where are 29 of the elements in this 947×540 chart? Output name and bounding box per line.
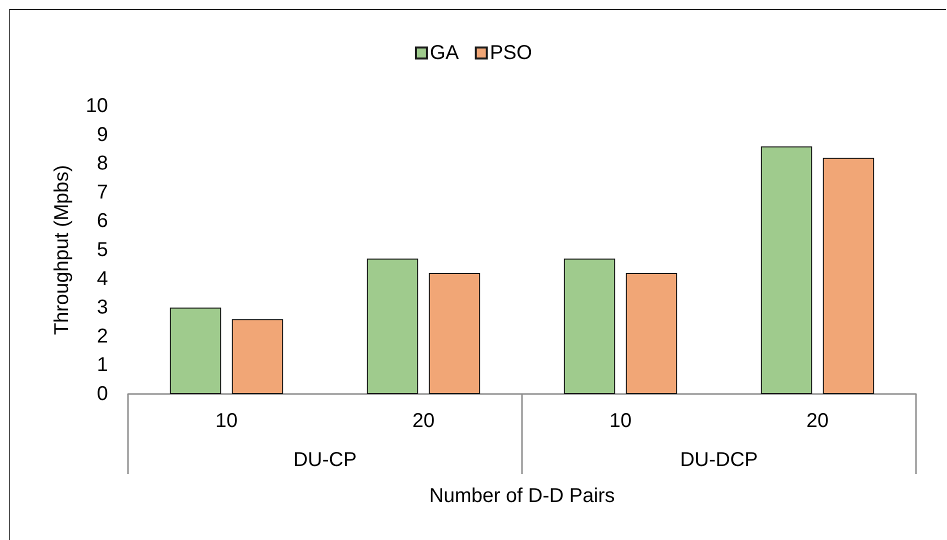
bar <box>822 158 874 394</box>
x-tick-label: 20 <box>412 410 435 432</box>
y-tick-label: 2 <box>96 325 108 348</box>
y-tick-label: 8 <box>96 152 108 175</box>
text: DU-DCP <box>680 449 758 471</box>
y-tick-label: 3 <box>96 296 108 319</box>
bar <box>760 146 812 394</box>
legend-label: GA <box>430 42 460 64</box>
y-axis-title: Throughput (Mpbs) <box>51 164 73 336</box>
y-tick-label: 9 <box>96 124 108 146</box>
x-tick-label: 10 <box>215 410 238 432</box>
bar <box>366 258 418 394</box>
y-tick-label: 4 <box>96 268 108 290</box>
y-tick-label: 0 <box>96 383 108 405</box>
y-tick-label: 6 <box>96 210 108 232</box>
bar <box>564 258 616 394</box>
x-tick-label: 20 <box>806 410 829 432</box>
y-tick-label: 7 <box>96 181 108 204</box>
bar <box>232 319 284 394</box>
y-tick-label: 5 <box>96 239 108 261</box>
legend-label: PSO <box>490 42 532 64</box>
bar <box>626 273 678 394</box>
text: DU-CP <box>293 449 357 471</box>
bar <box>428 273 480 394</box>
x-axis-title: Number of D-D Pairs <box>429 485 615 507</box>
x-tick-label: 10 <box>609 410 632 432</box>
y-tick-label: 1 <box>96 354 108 376</box>
bar <box>170 308 222 394</box>
y-tick-label: 10 <box>86 95 108 117</box>
